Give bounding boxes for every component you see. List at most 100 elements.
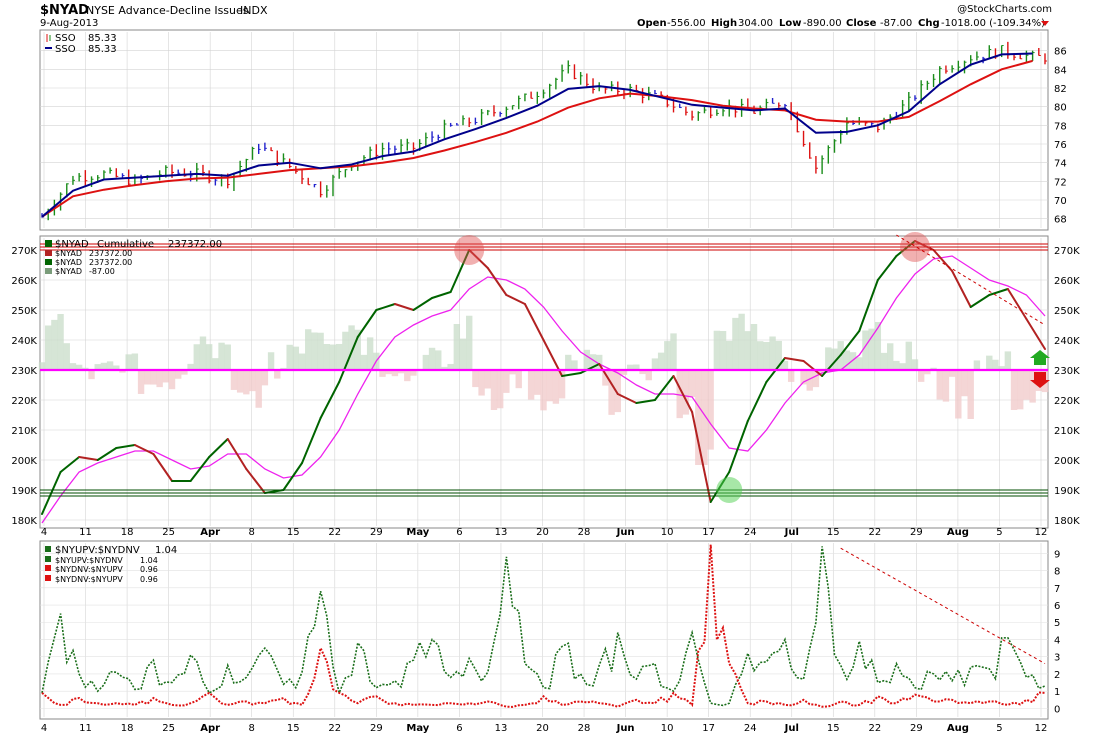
x-tick-label: 4 [41,527,47,538]
ratio-panel [39,540,1049,720]
nyad-legend-value-2: 237372.00 [89,249,132,258]
nyad-line-segment [1006,288,1028,320]
y-tick-label: 220K [11,396,37,407]
x-tick-label: 29 [910,723,923,734]
x-tick-label: 20 [536,527,549,538]
nyad-line-segment [78,456,99,461]
y-tick-label: 250K [11,306,37,317]
x-tick-label: 13 [495,723,508,734]
nyad-trendline [896,234,1046,326]
x-tick-label: 6 [456,723,462,734]
sso-legend-value-1: 85.33 [88,33,117,44]
ratio-legend-value-1: 1.04 [155,545,177,556]
nyad-line-segment [96,447,118,461]
y-tick-label: 230K [11,366,37,377]
nyad-line-segment [133,444,155,455]
nyad-line-segment [226,438,248,470]
nyad-line-segment [913,240,935,251]
nyad-line-segment [1025,318,1046,350]
x-tick-label: Aug [947,723,969,734]
nyad-legend: $NYAD Cumulative 237372.00 $NYAD 237372.… [45,239,222,276]
y-tick-label: 0 [1054,704,1060,715]
nyad-line-segment [858,279,879,332]
chart-date: 9-Aug-2013 [40,18,98,29]
x-tick-label: 24 [744,723,757,734]
ratio-legend-label-4: $NYDNV:$NYUPV [55,575,123,584]
nyad-legend-value-4: -87.00 [89,267,115,276]
y-tick-label: 5 [1054,618,1060,629]
nyad-line-segment [653,375,675,401]
x-tick-label: 15 [287,723,300,734]
x-tick-label: 11 [79,723,92,734]
y-tick-label: 80 [1054,103,1067,114]
nyad-line-segment [728,420,749,473]
nyad-line-segment [189,456,211,482]
close-value: -87.00 [880,18,912,29]
low-label: Low [779,18,801,29]
sso-legend-label-2: SSO [55,44,76,55]
sso-legend-label-1: SSO [55,33,76,44]
y-tick-label: 84 [1054,65,1067,76]
y-tick-label: 250K [1054,306,1080,317]
nyad-legend-swatch-4 [45,268,52,274]
watermark: @StockCharts.com [957,4,1052,15]
nyad-line-segment [783,357,805,362]
symbol-name: NYSE Advance-Decline Issues [86,4,249,17]
nyad-line-segment [505,294,526,305]
x-tick-label: 5 [996,527,1002,538]
y-tick-label: 6 [1054,601,1060,612]
nyad-line-segment [319,381,341,419]
nyad-legend-swatch-3 [45,259,52,265]
x-tick-label: Jul [784,723,799,734]
dnv-upv-ratio-line [41,544,1046,708]
nyad-line-segment [431,291,452,299]
nyad-line-segment [988,288,1009,296]
x-tick-label: 17 [702,723,715,734]
nyad-legend-text-1: Cumulative [97,239,154,250]
x-tick-label: 17 [702,527,715,538]
x-tick-label: 29 [370,527,383,538]
x-tick-label: 24 [744,527,757,538]
nyad-legend-label-2: $NYAD [55,249,82,258]
nyad-line-segment [245,468,266,494]
y-tick-label: 2 [1054,670,1060,681]
ratio-legend-value-4: 0.96 [140,575,158,584]
nyad-line-segment [375,303,396,311]
x-tick-label: Jul [784,527,799,538]
x-tick-label: May [406,723,429,734]
nyad-line-segment [59,456,81,473]
y-tick-label: 3 [1054,653,1060,664]
y-tick-label: 230K [1054,366,1080,377]
x-tick-label: 22 [868,723,881,734]
y-tick-label: 270K [1054,246,1080,257]
y-tick-label: 270K [11,246,37,257]
x-tick-label: 22 [328,527,341,538]
y-tick-label: 72 [1054,177,1067,188]
peak-marker-circle [454,235,485,265]
nyad-legend-swatch-2 [45,250,52,256]
nyad-legend-label-3: $NYAD [55,258,82,267]
nyad-line-segment [839,330,861,356]
x-tick-label: 15 [827,723,840,734]
nyad-legend-value-1: 237372.00 [168,239,222,250]
nyad-line-segment [951,270,972,308]
x-tick-label: 12 [1035,723,1048,734]
nyad-line-segment [449,249,471,293]
nyad-line-segment [393,303,415,311]
nyad-line-segment [876,255,898,281]
sso-legend: SSO 85.33 SSO 85.33 [45,33,117,55]
ohlc-readout: Open -556.00 High 304.00 Low -890.00 Clo… [637,18,1049,29]
down-arrow-icon [1041,21,1049,26]
x-tick-label: 20 [536,723,549,734]
x-tick-label: 15 [287,527,300,538]
ratio-legend-swatch-1 [45,546,51,552]
ratio-legend: $NYUPV:$NYDNV 1.04 $NYUPV:$NYDNV 1.04 $N… [45,545,177,584]
x-tick-label: Jun [616,723,635,734]
ratio-legend-swatch-3 [45,565,51,571]
nyad-line-segment [635,399,656,404]
y-tick-label: 180K [1054,516,1080,527]
y-tick-label: 210K [1054,426,1080,437]
x-tick-label: Apr [200,527,220,538]
y-tick-label: 180K [11,516,37,527]
